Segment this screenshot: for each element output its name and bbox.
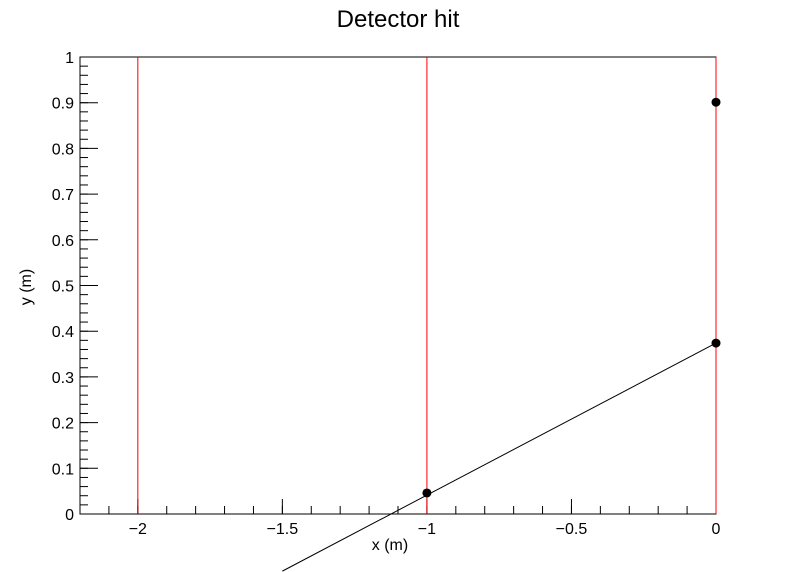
hit-point [711, 338, 721, 348]
x-tick-label: −0.5 [556, 521, 588, 538]
x-tick-label: −1 [418, 521, 436, 538]
y-tick-label: 0.9 [52, 96, 74, 113]
hit-point [711, 97, 721, 107]
y-axis-label: y (m) [18, 268, 35, 306]
track-line [282, 342, 717, 572]
y-tick-label: 0.3 [52, 370, 74, 387]
x-tick-label: −2 [129, 521, 147, 538]
y-tick-label: 0.7 [52, 187, 74, 204]
x-tick-label: 0 [712, 521, 721, 538]
y-tick-label: 0.6 [52, 233, 74, 250]
hit-point [422, 488, 432, 498]
x-tick-label: −1.5 [267, 521, 299, 538]
y-tick-label: 1 [65, 50, 74, 67]
y-tick-label: 0.1 [52, 461, 74, 478]
y-tick-label: 0.8 [52, 141, 74, 158]
y-tick-label: 0.5 [52, 279, 74, 296]
y-tick-label: 0.4 [52, 324, 74, 341]
y-tick-label: 0 [65, 507, 74, 524]
plot-frame [79, 56, 717, 515]
chart-title: Detector hit [336, 6, 460, 33]
x-axis-label: x (m) [371, 537, 409, 554]
y-tick-label: 0.2 [52, 416, 74, 433]
